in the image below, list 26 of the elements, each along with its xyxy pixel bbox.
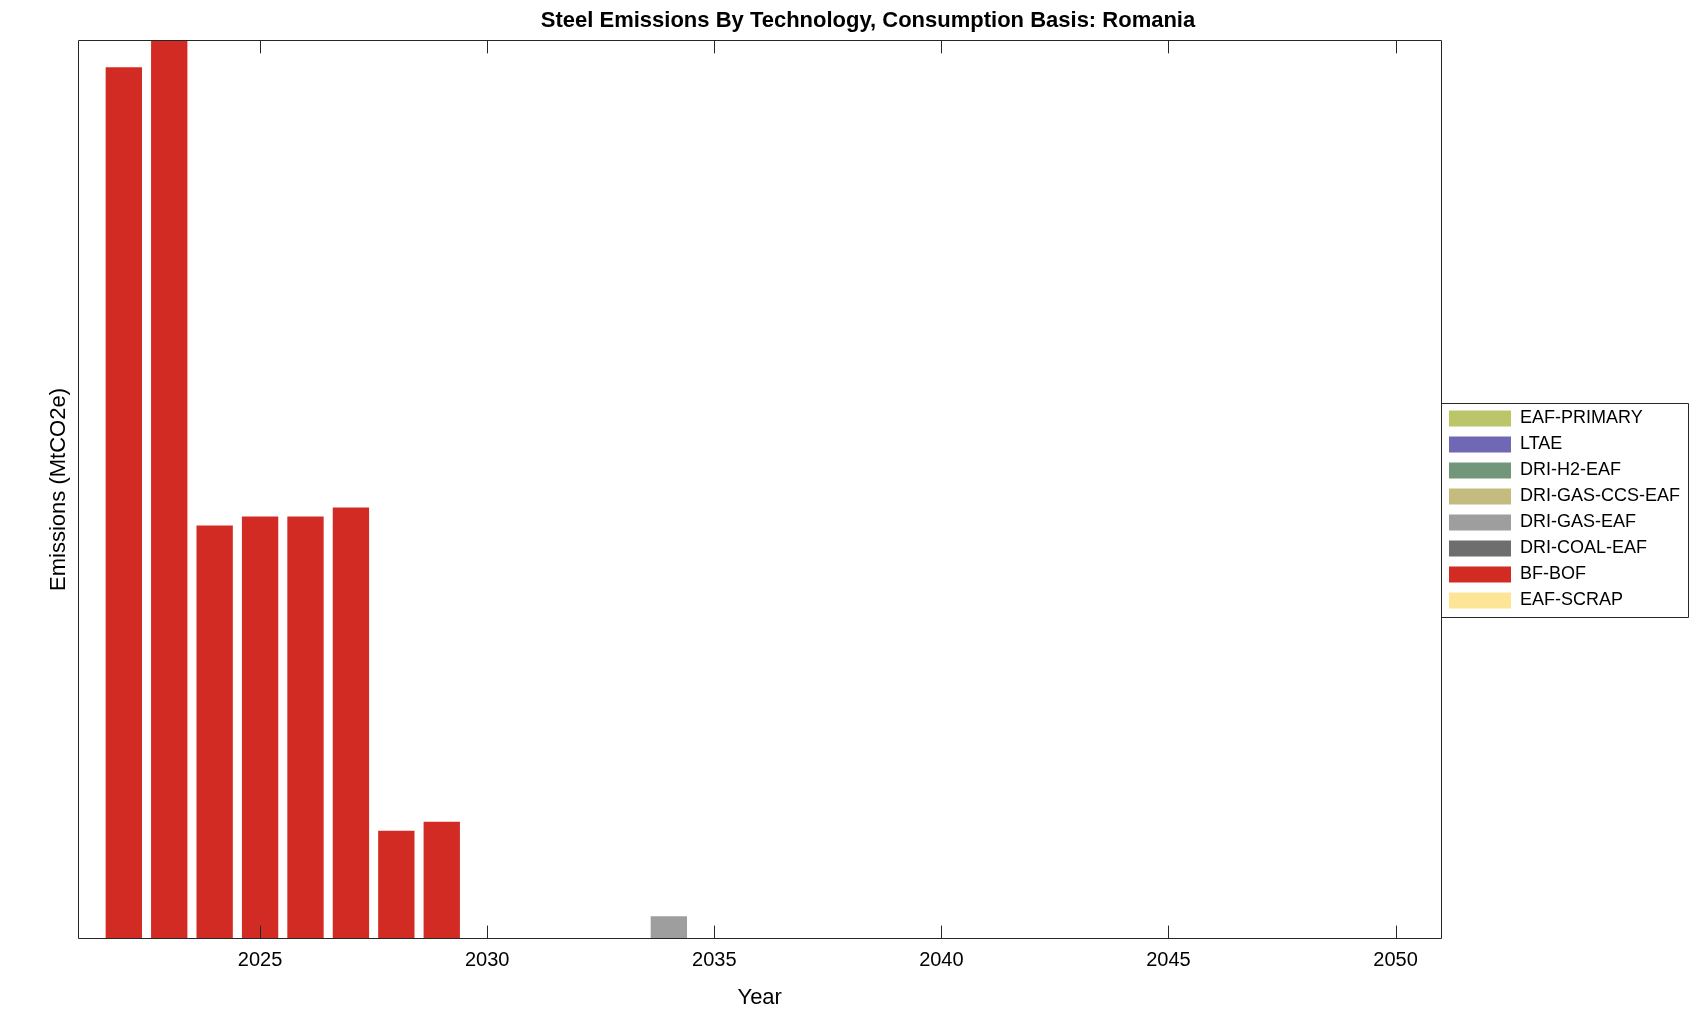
chart-title: Steel Emissions By Technology, Consumption Basis: Romania — [540, 7, 1196, 33]
bar — [151, 40, 188, 939]
bar — [105, 67, 142, 939]
legend-label: DRI-H2-EAF — [1520, 459, 1622, 480]
bar — [423, 821, 460, 939]
x-axis-title: Year — [737, 983, 782, 1009]
bar — [332, 507, 370, 939]
y-axis-title: Emissions (MtCO2e) — [45, 388, 71, 591]
legend-label: EAF-PRIMARY — [1520, 407, 1643, 428]
bar — [378, 830, 415, 939]
legend-label: LTAE — [1520, 433, 1563, 454]
legend-label: DRI-GAS-EAF — [1520, 511, 1637, 532]
bar — [196, 525, 233, 939]
x-tick-label: 2045 — [1146, 948, 1191, 971]
x-tick-label: 2040 — [919, 948, 964, 971]
x-tick-label: 2035 — [692, 948, 737, 971]
x-tick-label: 2050 — [1373, 948, 1418, 971]
legend-label: BF-BOF — [1520, 563, 1586, 584]
bar — [650, 916, 688, 939]
legend-label: EAF-SCRAP — [1520, 589, 1624, 610]
legend-label: DRI-GAS-CCS-EAF — [1520, 485, 1681, 506]
bar — [287, 516, 324, 939]
x-tick-label: 2030 — [464, 948, 510, 971]
bar — [241, 516, 279, 939]
x-tick-label: 2025 — [237, 948, 283, 971]
legend-label: DRI-COAL-EAF — [1520, 537, 1648, 558]
